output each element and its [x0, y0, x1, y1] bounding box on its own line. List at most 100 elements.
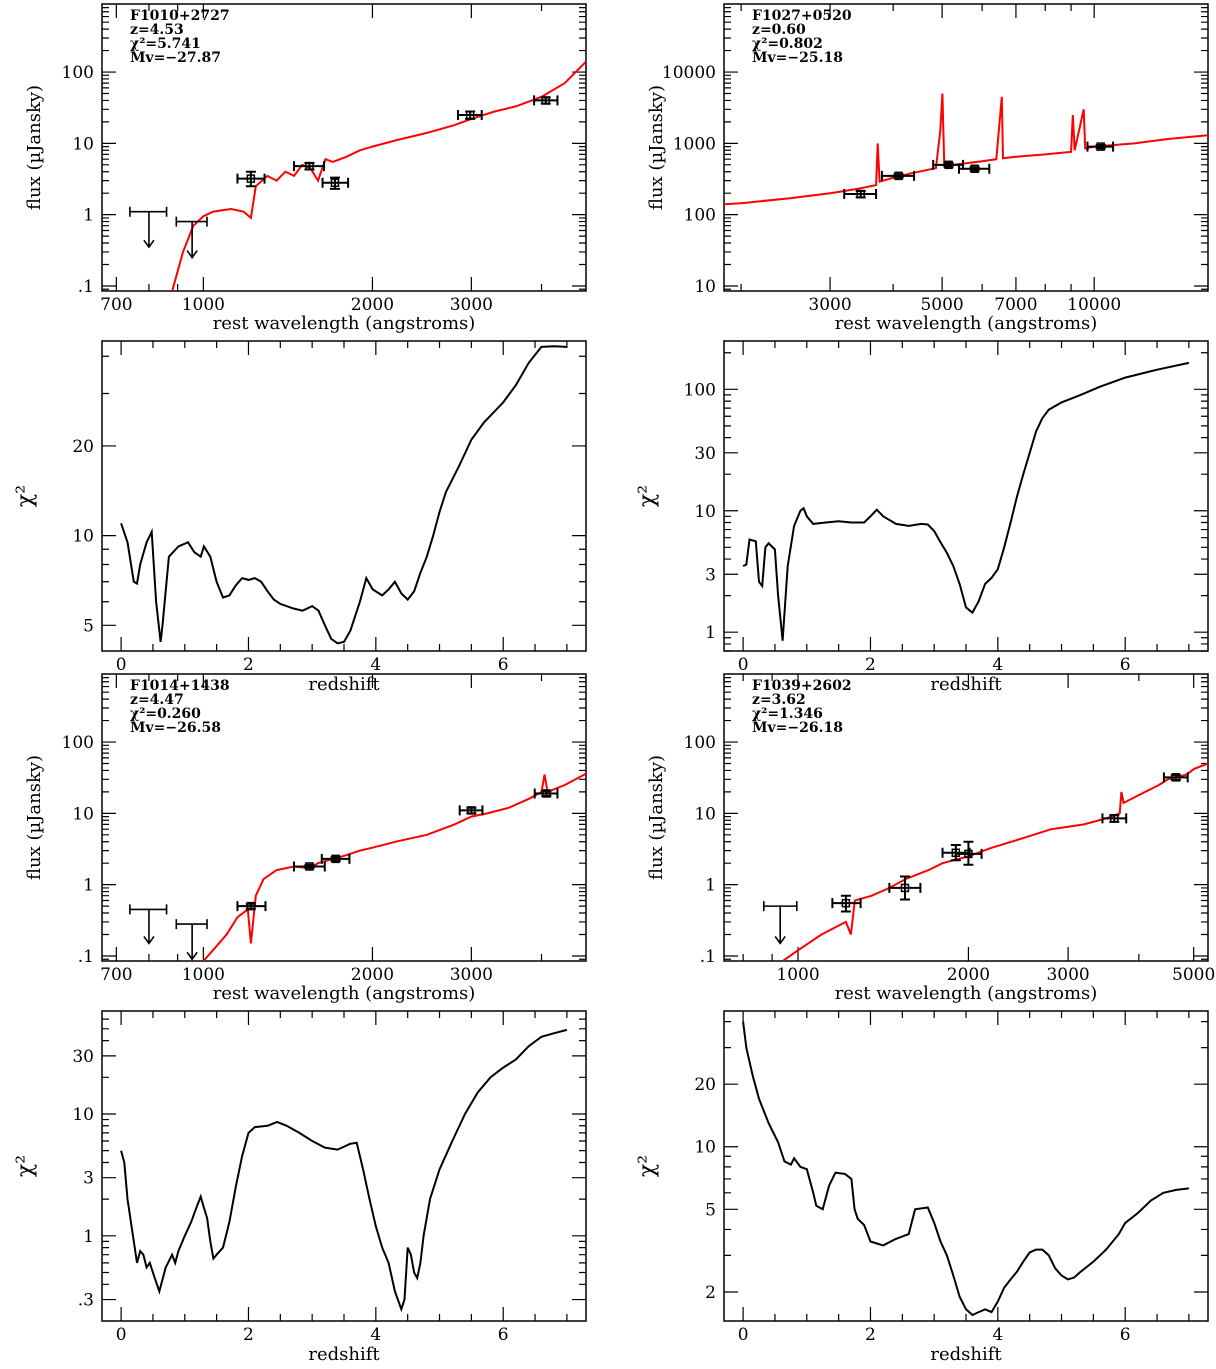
model-spectrum-line — [171, 60, 586, 291]
photometry-point — [321, 176, 350, 190]
x-axis-title: rest wavelength (angstroms) — [213, 983, 476, 1004]
x-tick-label: 6 — [1120, 655, 1131, 675]
plot-frame — [723, 673, 1209, 962]
tick-marks — [724, 674, 1208, 961]
upper-limit-marker — [129, 904, 168, 945]
tick-marks — [102, 1011, 586, 1321]
y-tick-label: 30 — [72, 1047, 94, 1067]
photometry-point — [292, 861, 326, 872]
photometry-point — [1162, 772, 1189, 783]
model-spectrum-line — [724, 93, 1208, 206]
chi2-curve — [120, 345, 567, 645]
photometry-point — [533, 95, 559, 106]
plot-frame — [723, 340, 1209, 652]
y-tick-label: 10 — [694, 804, 716, 824]
x-axis-title: rest wavelength (angstroms) — [835, 983, 1098, 1004]
x-tick-label: 3000 — [450, 295, 493, 315]
y-tick-label: 100 — [684, 733, 716, 753]
photometry-point — [458, 805, 484, 816]
y-tick-label: 10 — [72, 134, 94, 154]
x-tick-label: 3000 — [1046, 965, 1089, 985]
upper-limit-marker — [129, 206, 168, 249]
photometry-point — [932, 159, 965, 170]
annotation-line: Mv=−27.87 — [130, 50, 221, 66]
x-axis-title: rest wavelength (angstroms) — [213, 313, 476, 334]
photometry-point — [1086, 141, 1115, 152]
y-axis-title: χ² — [13, 485, 38, 507]
annotation-line: z=4.53 — [130, 22, 184, 38]
plot-frame — [723, 3, 1209, 292]
upper-limit-marker — [175, 216, 208, 259]
x-tick-label: 4 — [992, 1325, 1003, 1345]
panel-sed-f1039: 1000 2000 3000 5000 .1 1 10 100 rest wavelength … — [646, 673, 1215, 1004]
x-tick-label: 1000 — [182, 295, 225, 315]
tick-marks — [102, 341, 586, 651]
annotation-line: z=4.47 — [130, 692, 184, 708]
y-axis-title: χ² — [635, 1155, 660, 1177]
x-tick-label: 3000 — [808, 295, 851, 315]
panel-sed-f1010: 700 1000 2000 3000 .1 1 10 100 rest wavelength (… — [24, 3, 587, 334]
model-spectrum-line — [202, 772, 586, 961]
y-tick-label: 1 — [705, 623, 716, 643]
annotation-line: F1027+0520 — [752, 8, 852, 24]
photometry-point — [831, 894, 862, 913]
annotation-line: z=3.62 — [752, 692, 806, 708]
panel-sed-f1014: 700 1000 2000 3000 .1 1 10 100 rest wavelength (… — [24, 673, 587, 1004]
y-axis-title: flux (µJansky) — [646, 85, 667, 210]
annotation-line: χ²=0.260 — [130, 706, 201, 722]
upper-limit-marker — [175, 919, 208, 961]
x-axis-title: redshift — [930, 1344, 1002, 1365]
annotation-line: χ²=0.802 — [752, 36, 823, 52]
chi2-curve — [120, 1028, 568, 1313]
y-tick-label: 20 — [72, 437, 94, 457]
x-tick-label: 6 — [498, 1325, 509, 1345]
y-axis-title: flux (µJansky) — [24, 755, 45, 880]
y-tick-label: 100 — [62, 733, 94, 753]
x-axis-title: redshift — [308, 674, 380, 695]
y-tick-label: 10 — [72, 804, 94, 824]
y-tick-label: 30 — [694, 444, 716, 464]
photometry-point — [958, 163, 991, 174]
x-tick-label: 3000 — [450, 965, 493, 985]
photometry-point — [880, 170, 916, 181]
annotation-line: Mv=−26.58 — [130, 720, 221, 736]
x-tick-label: 700 — [100, 965, 132, 985]
photometry-point — [888, 875, 922, 901]
tick-marks — [102, 674, 586, 961]
chi2-curve — [742, 361, 1190, 641]
y-tick-label: 2 — [705, 1283, 716, 1303]
y-tick-label: 1 — [83, 1227, 94, 1247]
y-tick-label: .1 — [700, 947, 716, 967]
x-tick-label: 2000 — [947, 965, 990, 985]
x-tick-label: 2 — [865, 655, 876, 675]
x-axis-title: redshift — [930, 674, 1002, 695]
x-tick-label: 700 — [100, 295, 132, 315]
y-tick-label: 10 — [72, 527, 94, 547]
y-tick-label: .1 — [78, 947, 94, 967]
photometry-point — [954, 840, 983, 866]
plot-frame — [101, 340, 587, 652]
upper-limit-marker — [762, 901, 798, 945]
panel-chi-f1014: 0 2 4 6 .3 1 3 10 30 redshift χ² — [13, 1010, 587, 1365]
annotation-line: Mv=−25.18 — [752, 50, 843, 66]
x-tick-label: 10000 — [1067, 295, 1121, 315]
annotation-line: F1014+1438 — [130, 678, 230, 694]
y-tick-label: 10 — [72, 1105, 94, 1125]
y-axis-title: flux (µJansky) — [646, 755, 667, 880]
photometry-point — [236, 901, 267, 912]
y-tick-label: 10 — [694, 502, 716, 522]
x-tick-label: 2 — [865, 1325, 876, 1345]
panel-chi-f1027: 0 2 4 6 1 3 10 30 100 redshift χ² — [635, 340, 1209, 695]
photometry-point — [843, 188, 878, 199]
y-tick-label: 3 — [705, 565, 716, 585]
y-tick-label: 3 — [83, 1169, 94, 1189]
y-tick-label: 5 — [705, 1200, 716, 1220]
photometry-point — [1101, 813, 1128, 824]
y-axis-title: χ² — [13, 1155, 38, 1177]
x-tick-label: 2000 — [351, 295, 394, 315]
x-tick-label: 4 — [992, 655, 1003, 675]
y-tick-label: 10000 — [662, 63, 716, 83]
x-tick-label: 2000 — [351, 965, 394, 985]
